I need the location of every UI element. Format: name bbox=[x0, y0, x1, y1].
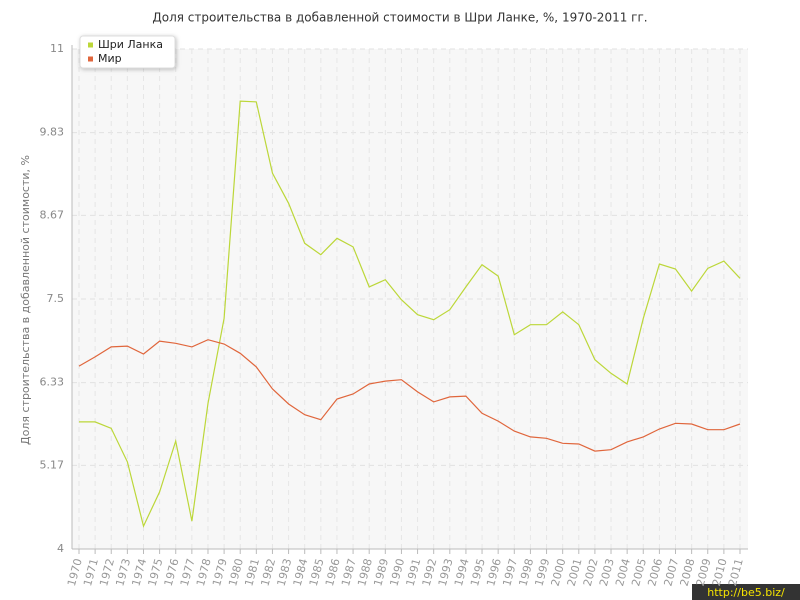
y-tick-label: 4 bbox=[57, 542, 64, 555]
y-tick-label: 11 bbox=[50, 42, 64, 55]
legend-swatch bbox=[88, 42, 93, 48]
grid bbox=[72, 48, 748, 550]
y-tick-label: 9.83 bbox=[40, 126, 65, 139]
y-tick-label: 6.33 bbox=[40, 376, 65, 389]
series-line bbox=[78, 339, 741, 452]
watermark: http://be5.biz/ bbox=[707, 586, 785, 599]
y-tick-label: 5.17 bbox=[40, 458, 65, 471]
watermark-bg bbox=[692, 584, 800, 600]
y-tick-label: 8.67 bbox=[40, 208, 65, 221]
legend-label: Мир bbox=[98, 52, 122, 65]
chart-title: Доля строительства в добавленной стоимос… bbox=[152, 11, 647, 25]
legend-swatch bbox=[88, 56, 93, 62]
legend-label: Шри Ланка bbox=[98, 38, 163, 51]
series-line bbox=[79, 100, 741, 528]
lines bbox=[78, 100, 741, 528]
legend-box bbox=[79, 35, 176, 69]
y-axis-title: Доля строительства в добавленной стоимос… bbox=[19, 155, 32, 445]
y-tick-label: 7.5 bbox=[47, 292, 65, 305]
